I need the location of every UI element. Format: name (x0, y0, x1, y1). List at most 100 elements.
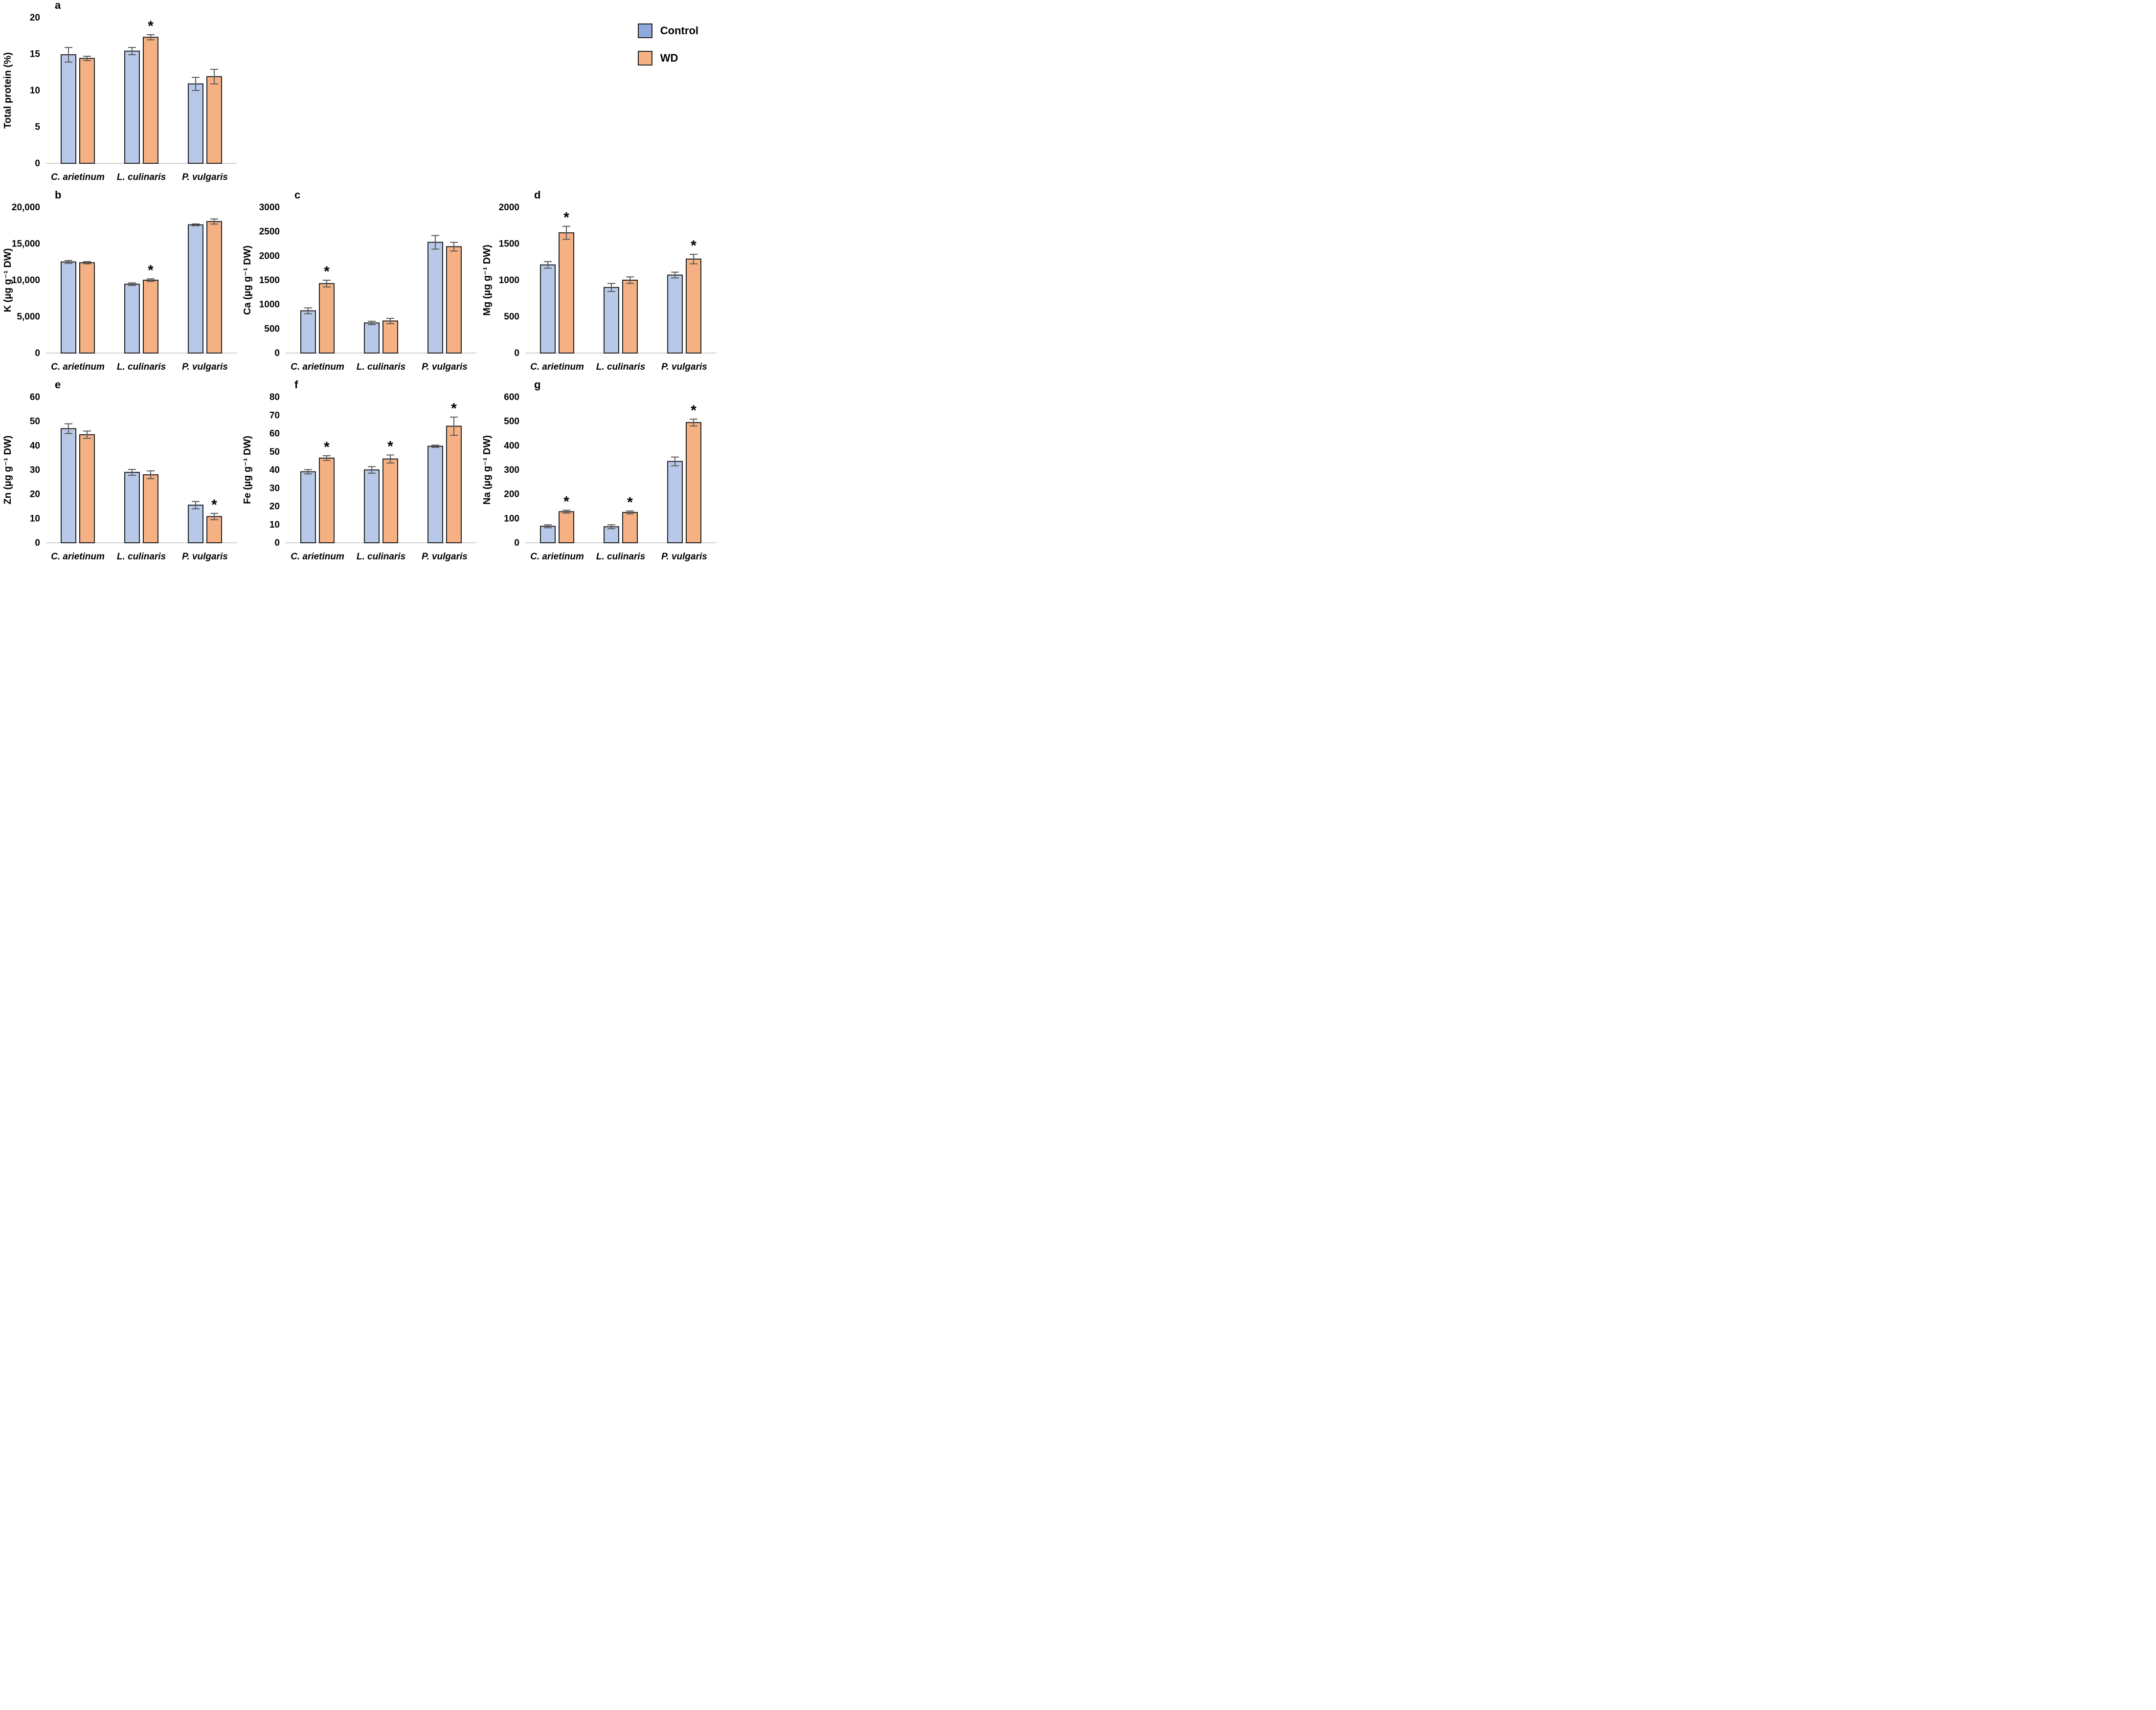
y-axis-label: Fe (µg g⁻¹ DW) (242, 436, 253, 504)
y-tick-label: 20,000 (12, 202, 40, 213)
x-category-label: L. culinaris (596, 552, 645, 562)
wd-swatch (637, 51, 652, 66)
panel-c-chart: 0 500 1000 1500 2000 2500 3000 Ca (µg g⁻¹ DW) c *… (242, 189, 476, 372)
y-tick-label: 1500 (259, 275, 280, 286)
legend-cell: Control WD (479, 0, 719, 190)
bar-control (61, 428, 76, 543)
x-category-label: P. vulgaris (422, 362, 468, 372)
significance-asterisk: * (691, 238, 696, 254)
bar-wd (622, 280, 638, 354)
significance-asterisk: * (324, 439, 330, 455)
bar-wd (446, 246, 462, 354)
panel-letter: a (55, 0, 61, 11)
x-category-label: L. culinaris (117, 362, 166, 372)
y-tick-label: 80 (270, 392, 280, 402)
significance-asterisk: * (387, 438, 393, 454)
bar-control (61, 261, 76, 354)
x-category-label: L. culinaris (357, 362, 405, 372)
y-axis-label: Mg (µg g⁻¹ DW) (482, 244, 493, 315)
bar-control (540, 526, 556, 543)
bar-wd (143, 37, 158, 164)
spacer-cell (240, 0, 479, 190)
bar-control (124, 471, 140, 543)
y-tick-label: 2500 (259, 227, 280, 237)
panel-letter: e (55, 379, 61, 391)
legend-item-wd: WD (637, 51, 698, 66)
y-tick-label: 50 (270, 447, 280, 457)
x-category-label: L. culinaris (117, 552, 166, 562)
significance-asterisk: * (563, 493, 569, 510)
bar-control (667, 461, 683, 543)
panel-f-cell: 0 10 20 30 40 50 60 70 80 Fe (µg g⁻¹ DW) f * C. arie… (240, 378, 479, 569)
y-tick-label: 40 (270, 465, 280, 475)
y-tick-label: 1000 (259, 300, 280, 310)
y-tick-label: 15 (30, 49, 41, 60)
y-tick-label: 10 (30, 86, 40, 96)
bar-control (188, 83, 203, 164)
bar-control (188, 505, 203, 543)
y-tick-label: 0 (274, 538, 280, 548)
y-tick-label: 50 (30, 417, 40, 427)
y-tick-label: 2000 (499, 202, 519, 213)
multi-panel-figure: 0 5 10 15 20 Total protein (%) a C. arietinum * L… (0, 0, 719, 570)
y-tick-label: 0 (35, 158, 40, 169)
bar-wd (79, 434, 95, 543)
bar-wd (206, 516, 222, 543)
y-tick-label: 200 (504, 489, 519, 500)
significance-asterisk: * (324, 264, 330, 280)
bar-control (604, 287, 619, 354)
bar-wd (559, 511, 574, 543)
y-tick-label: 30 (30, 465, 40, 475)
bar-wd (382, 320, 398, 354)
bar-control (364, 469, 380, 543)
y-axis-label: K (µg g⁻¹ DW) (2, 248, 13, 312)
bar-wd (206, 221, 222, 354)
y-tick-label: 500 (264, 324, 280, 334)
panel-g-chart: 0 100 200 300 400 500 600 Na (µg g⁻¹ DW) g * C. ar… (482, 378, 716, 562)
panel-b-cell: 0 5,000 10,000 15,000 20,000 K (µg g⁻¹ DW) b C.… (0, 189, 240, 379)
legend-label-control: Control (660, 24, 698, 37)
bar-control (540, 264, 556, 354)
x-category-label: C. arietinum (51, 172, 105, 182)
bar-wd (559, 232, 574, 354)
significance-asterisk: * (148, 18, 154, 34)
panel-g-cell: 0 100 200 300 400 500 600 Na (µg g⁻¹ DW) g * C. ar… (479, 378, 719, 569)
control-swatch (637, 23, 652, 38)
panel-letter: b (55, 190, 61, 201)
x-category-label: P. vulgaris (182, 552, 228, 562)
x-category-label: L. culinaris (117, 172, 166, 182)
panel-letter: c (294, 190, 300, 201)
y-tick-label: 1000 (499, 275, 519, 286)
bar-control (124, 284, 140, 354)
y-tick-label: 600 (504, 392, 519, 402)
significance-asterisk: * (627, 494, 633, 511)
y-tick-label: 500 (504, 417, 519, 427)
panel-a-chart: 0 5 10 15 20 Total protein (%) a C. arietinum * L… (2, 0, 237, 182)
y-tick-label: 0 (274, 348, 280, 358)
x-category-label: P. vulgaris (182, 362, 228, 372)
y-tick-label: 20 (30, 13, 40, 23)
y-tick-label: 400 (504, 441, 519, 451)
significance-asterisk: * (211, 497, 217, 513)
panel-e-chart: 0 10 20 30 40 50 60 Zn (µg g⁻¹ DW) e C. arietinum… (2, 378, 237, 562)
panel-b-chart: 0 5,000 10,000 15,000 20,000 K (µg g⁻¹ DW) b C.… (2, 189, 237, 372)
y-tick-label: 5 (35, 122, 40, 133)
bar-wd (79, 262, 95, 354)
x-category-label: C. arietinum (530, 362, 584, 372)
bar-control (300, 471, 316, 543)
panel-letter: f (294, 379, 298, 391)
y-axis-label: Na (µg g⁻¹ DW) (482, 435, 493, 505)
bar-control (364, 322, 380, 354)
y-tick-label: 40 (30, 441, 40, 451)
legend: Control WD (637, 23, 698, 66)
significance-asterisk: * (691, 402, 696, 419)
panel-a-cell: 0 5 10 15 20 Total protein (%) a C. arietinum * L… (0, 0, 240, 190)
bar-control (124, 50, 140, 164)
y-axis-label: Total protein (%) (2, 52, 13, 129)
x-category-label: C. arietinum (291, 362, 344, 372)
x-category-label: C. arietinum (530, 552, 584, 562)
significance-asterisk: * (563, 210, 569, 226)
y-tick-label: 0 (514, 538, 519, 548)
bar-wd (206, 76, 222, 164)
panel-f-chart: 0 10 20 30 40 50 60 70 80 Fe (µg g⁻¹ DW) f * C. arie… (242, 378, 476, 562)
